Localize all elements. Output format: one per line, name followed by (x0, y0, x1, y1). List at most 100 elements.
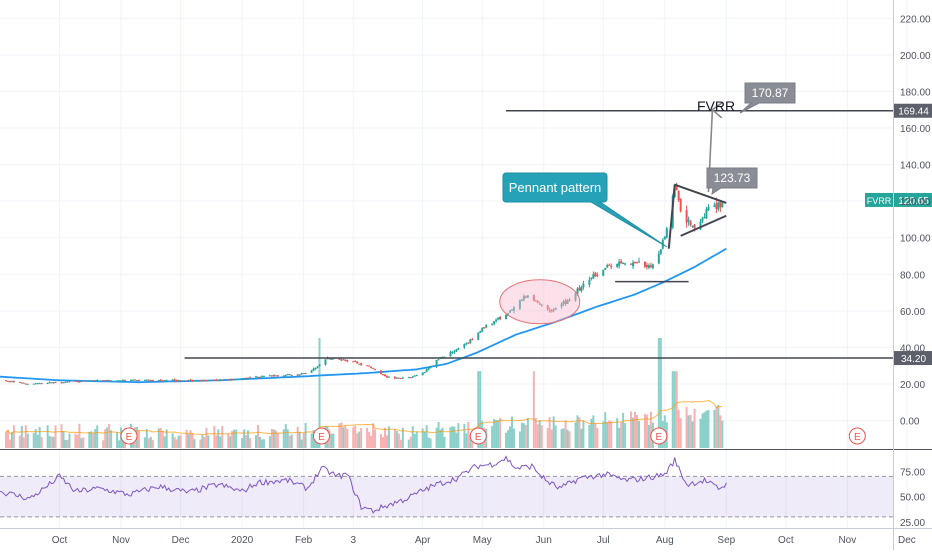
volume-bar (243, 429, 246, 448)
volume-bar (302, 432, 305, 448)
candle-body (122, 379, 125, 381)
candle-body (157, 379, 160, 381)
candle-body (604, 268, 607, 270)
price-tick-label: 200.00 (900, 51, 931, 62)
volume-bar (713, 409, 716, 448)
volume-bar (256, 424, 259, 448)
candle-body (483, 327, 486, 329)
volume-bar (463, 423, 466, 448)
candle-body (50, 382, 53, 384)
candle-body (80, 380, 83, 382)
candle-body (346, 359, 349, 362)
volume-bar (268, 436, 271, 448)
rsi-line (0, 455, 727, 514)
candle-body (385, 375, 388, 378)
volume-bar (76, 434, 79, 448)
volume-bar (524, 424, 527, 448)
candle-body (566, 299, 569, 305)
candle-body (522, 296, 525, 301)
candle-body (632, 262, 635, 267)
candle-body (657, 253, 660, 264)
volume-bar (260, 439, 263, 448)
candle-body (120, 380, 123, 382)
volume-bar (62, 431, 65, 448)
candle-body (96, 379, 99, 381)
candle-body (395, 377, 398, 379)
volume-bar (247, 430, 250, 448)
candle-body (90, 380, 93, 382)
moving-average-layer (0, 247, 727, 384)
volume-bar (606, 422, 609, 448)
candle-body (235, 379, 238, 381)
candle-body (145, 379, 148, 381)
candle-body (510, 309, 513, 311)
volume-bar (227, 433, 230, 448)
candle-body (409, 377, 412, 379)
volume-bar (381, 437, 384, 448)
candle-body (721, 203, 724, 208)
volume-bar (636, 414, 639, 448)
candle-body (342, 359, 345, 361)
highlight-ellipse (499, 279, 581, 325)
price-tick-label: 120.00 (900, 197, 931, 208)
candle-body (165, 380, 168, 382)
level-price-tag (894, 103, 932, 118)
candle-body (562, 301, 565, 305)
candle-body (64, 381, 67, 383)
volume-bar (300, 439, 303, 448)
volume-bar (173, 437, 176, 448)
time-tick-label: Apr (415, 535, 431, 546)
volume-bar (221, 426, 224, 448)
candle-body (465, 343, 468, 345)
candle-body (705, 208, 708, 219)
volume-bar (88, 431, 91, 448)
volume-bar (94, 428, 97, 448)
time-tick-label: 2020 (231, 535, 254, 546)
candle-body (300, 373, 303, 375)
volume-bar (407, 439, 410, 448)
rsi-tick-label: 25.00 (900, 518, 925, 529)
candle-body (608, 264, 611, 266)
candle-body (374, 369, 377, 371)
candle-body (552, 310, 555, 312)
volume-bar (356, 433, 359, 448)
candle-body (594, 272, 597, 277)
price-tick-label: 220.00 (900, 14, 931, 25)
candle-body (649, 265, 652, 268)
time-tick-label: Dec (898, 535, 916, 546)
candle-body (491, 324, 494, 326)
volume-bar (241, 438, 244, 448)
volume-bar (179, 434, 182, 448)
candle-body (131, 379, 134, 381)
volume-bar (679, 417, 682, 448)
earnings-marker (848, 427, 866, 445)
time-tick-label: Jun (536, 535, 552, 546)
volume-bar (509, 426, 512, 448)
volume-bar (231, 431, 234, 448)
volume-bar (497, 420, 500, 448)
volume-bar (175, 439, 178, 448)
earnings-marker-label: E (318, 432, 325, 443)
candle-body (177, 380, 180, 382)
candle-body (312, 368, 315, 371)
candle-body (471, 338, 474, 340)
candle-body (634, 261, 637, 263)
volume-bar (233, 429, 236, 448)
candle-body (441, 356, 444, 358)
time-tick-label: Oct (778, 535, 794, 546)
candle-body (48, 382, 51, 384)
time-tick-label: Nov (838, 535, 856, 546)
candle-body (675, 184, 678, 191)
volume-bar (68, 433, 71, 448)
pennant-lower-line (680, 214, 727, 237)
volume-bar (532, 371, 535, 448)
volume-bar (147, 438, 150, 448)
volume-bar (602, 421, 605, 448)
volume-bar (546, 427, 549, 448)
volume-bar (687, 415, 690, 448)
volume-bar (26, 433, 29, 448)
candle-body (358, 363, 361, 365)
volume-bar (439, 429, 442, 448)
candle-body (82, 380, 85, 382)
